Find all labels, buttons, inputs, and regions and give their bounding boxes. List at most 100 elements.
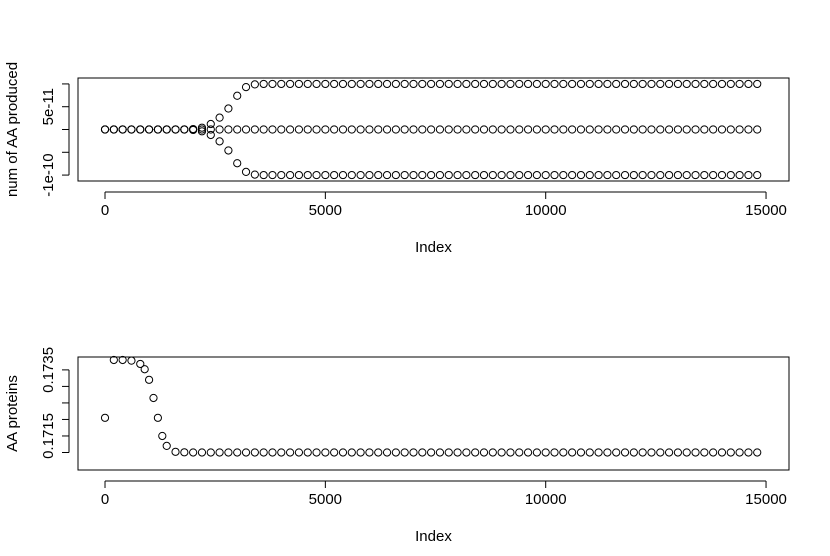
data-point	[391, 170, 400, 180]
data-point	[391, 448, 400, 457]
data-point	[241, 448, 251, 457]
data-point	[453, 125, 462, 134]
data-point	[427, 170, 436, 180]
data-point	[330, 448, 339, 457]
data-point	[224, 104, 233, 113]
data-point	[523, 170, 533, 180]
data-point	[629, 125, 638, 134]
data-point	[109, 125, 118, 134]
data-point	[180, 448, 189, 457]
data-point	[418, 79, 427, 89]
data-point	[612, 448, 621, 457]
data-point	[303, 125, 312, 134]
data-point	[471, 125, 480, 134]
data-point	[224, 448, 233, 457]
data-point	[418, 170, 427, 180]
data-point	[691, 448, 700, 457]
data-point	[541, 79, 550, 89]
data-point	[435, 170, 445, 180]
data-point	[268, 125, 277, 134]
data-point	[294, 79, 304, 89]
data-point	[427, 79, 436, 89]
data-point	[391, 125, 400, 134]
data-point	[488, 448, 497, 457]
data-point	[541, 125, 550, 134]
data-point	[180, 125, 189, 134]
y-axis-label: num of AA produced	[4, 62, 21, 197]
data-point	[532, 125, 541, 134]
data-point	[268, 170, 277, 180]
data-point	[189, 125, 198, 135]
data-point	[356, 125, 365, 134]
data-point	[568, 79, 577, 89]
data-point	[382, 170, 392, 180]
data-point	[717, 79, 727, 89]
data-point	[523, 448, 533, 457]
data-point	[347, 448, 356, 457]
data-point	[453, 170, 462, 180]
data-point	[559, 125, 568, 134]
data-point	[717, 170, 727, 180]
plot-frame	[77, 356, 790, 471]
data-point	[462, 448, 471, 457]
data-point	[620, 448, 630, 457]
data-point	[471, 170, 480, 180]
data-point	[709, 170, 718, 180]
data-point	[488, 79, 497, 89]
data-point	[259, 79, 268, 89]
data-point	[241, 125, 251, 134]
data-point	[541, 448, 550, 457]
data-point	[356, 79, 365, 89]
data-point	[140, 365, 149, 374]
data-point	[682, 170, 691, 180]
data-point	[488, 170, 497, 180]
data-point	[338, 125, 348, 134]
data-point	[523, 125, 533, 134]
data-point	[673, 125, 683, 134]
data-point	[568, 448, 577, 457]
data-point	[638, 79, 647, 89]
data-point	[259, 170, 268, 180]
data-point	[612, 125, 621, 134]
data-point	[400, 125, 409, 134]
data-point	[277, 448, 286, 457]
data-point	[453, 79, 462, 89]
data-point	[550, 448, 559, 457]
data-point	[726, 170, 735, 180]
data-point	[594, 125, 603, 134]
data-point	[506, 125, 515, 134]
data-point	[374, 79, 383, 89]
data-point	[647, 170, 656, 180]
data-point	[136, 359, 145, 369]
data-point	[444, 79, 453, 89]
data-point	[418, 448, 427, 457]
data-point	[321, 170, 330, 180]
data-point	[479, 125, 489, 134]
data-point	[515, 170, 524, 180]
data-point	[233, 91, 242, 100]
data-point	[250, 448, 259, 457]
data-point	[753, 79, 762, 89]
data-point	[594, 448, 603, 457]
data-point	[673, 170, 683, 180]
data-point	[400, 170, 409, 180]
data-point	[100, 125, 110, 134]
data-point	[427, 125, 436, 134]
data-point	[241, 167, 251, 176]
data-point	[700, 448, 709, 457]
data-point	[691, 125, 700, 134]
data-point	[726, 79, 735, 89]
data-point	[479, 448, 489, 457]
data-point	[118, 125, 127, 134]
data-point	[594, 79, 603, 89]
data-point	[409, 448, 418, 457]
data-point	[136, 125, 145, 134]
data-point	[629, 79, 638, 89]
data-point	[700, 170, 709, 180]
data-point	[435, 125, 445, 134]
data-point	[568, 125, 577, 134]
data-point	[726, 448, 735, 457]
data-point	[149, 393, 158, 403]
data-point	[550, 125, 559, 134]
data-point	[347, 125, 356, 134]
